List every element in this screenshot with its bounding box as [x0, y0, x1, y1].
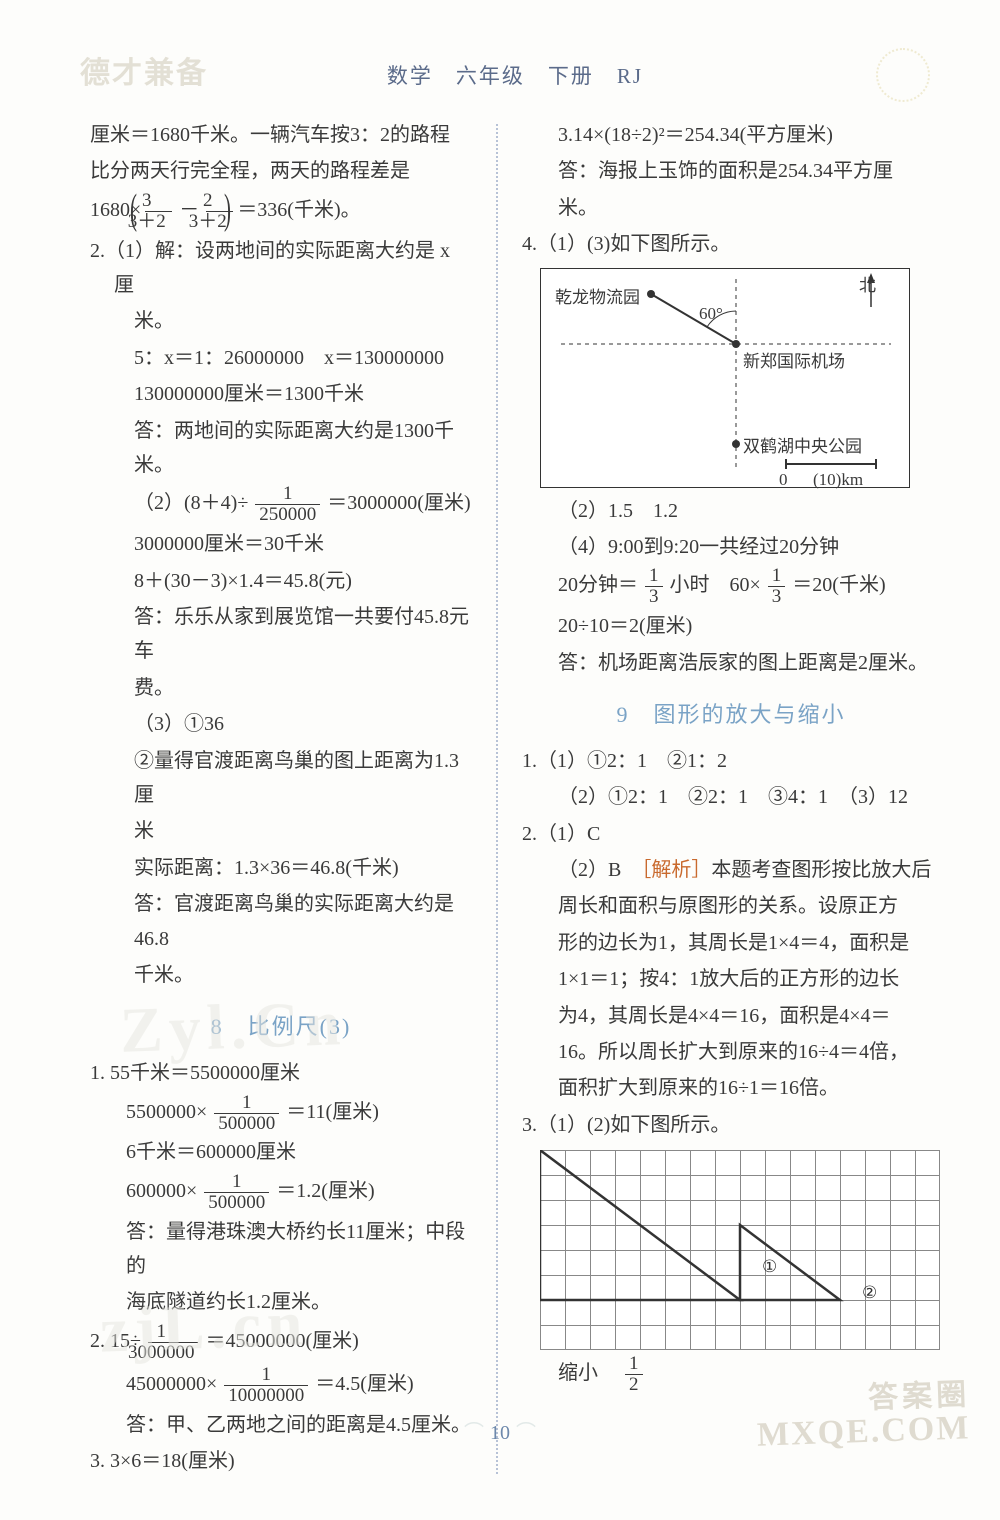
text: 答：机场距离浩辰家的图上距离是2厘米。	[522, 646, 940, 680]
section-title-9: 9 图形的放大与缩小	[522, 696, 940, 734]
text: 答：两地间的实际距离大约是1300千米。	[90, 414, 472, 483]
text: 形的边长为1，其周长是1×4＝4，面积是	[522, 926, 940, 960]
text: （4）9:00到9:20一共经过20分钟	[522, 530, 940, 564]
fraction: 13	[645, 566, 663, 607]
t: ＝20(千米)	[792, 574, 885, 596]
text: 实际距离：1.3×36＝46.8(千米)	[90, 851, 472, 885]
text: 2.（1）C	[522, 817, 940, 851]
text: （2）1.5 1.2	[522, 494, 940, 528]
t: ＝336(千米)。	[237, 199, 360, 221]
text: 比分两天行完全程，两天的路程差是	[90, 154, 472, 188]
scale-r: (10)km	[813, 465, 863, 494]
stamp-left: 德才兼备	[80, 48, 208, 92]
t: 小时 60×	[670, 574, 761, 596]
left-column: 厘米＝1680千米。一辆汽车按3：2的路程 比分两天行完全程，两天的路程差是 1…	[90, 118, 472, 1480]
text: 130000000厘米＝1300千米	[90, 377, 472, 411]
text: 米。	[522, 191, 940, 225]
text: 3.14×(18÷2)²＝254.34(平方厘米)	[522, 118, 940, 152]
text: （2）B ［解析］本题考查图形按比放大后	[522, 853, 940, 887]
text: 1.（1）①2：1 ②1：2	[522, 744, 940, 778]
equation: （2）(8＋4)÷ 1250000 ＝3000000(厘米)	[90, 484, 472, 525]
map-label: 双鹤湖中央公园	[743, 432, 862, 461]
t: 缩小	[558, 1362, 618, 1384]
equation: 2. 15÷ 13000000 ＝45000000(厘米)	[90, 1322, 472, 1363]
text: 1×1＝1；按4：1放大后的正方形的边长	[522, 962, 940, 996]
text: 厘米＝1680千米。一辆汽车按3：2的路程	[90, 118, 472, 152]
svg-text:②: ②	[862, 1283, 877, 1302]
equation: 5500000× 1500000 ＝11(厘米)	[90, 1093, 472, 1134]
right-column: 3.14×(18÷2)²＝254.34(平方厘米) 答：海报上玉饰的面积是254…	[522, 118, 940, 1480]
text: 答：量得港珠澳大桥约长11厘米；中段的	[90, 1215, 472, 1284]
t: （2）(8＋4)÷	[134, 492, 248, 514]
text: 5：x＝1：26000000 x＝130000000	[90, 341, 472, 375]
fraction: 1250000	[255, 484, 320, 525]
text: 20÷10＝2(厘米)	[522, 609, 940, 643]
text: 费。	[90, 671, 472, 705]
text: 面积扩大到原来的16÷1＝16倍。	[522, 1071, 940, 1105]
t: ＝4.5(厘米)	[315, 1373, 413, 1395]
text: （3）①36	[90, 707, 472, 741]
text: 周长和面积与原图形的关系。设原正方	[522, 889, 940, 923]
column-divider	[496, 124, 498, 1474]
text: 2.（1）解：设两地间的实际距离大约是 x 厘	[90, 234, 472, 303]
text: 答：海报上玉饰的面积是254.34平方厘	[522, 154, 940, 188]
text: 米。	[90, 304, 472, 338]
t: 本题考查图形按比放大后	[711, 859, 931, 881]
t: ＝3000000(厘米)	[327, 492, 470, 514]
text: 1. 55千米＝5500000厘米	[90, 1056, 472, 1090]
text: 为4，其周长是4×4＝16，面积是4×4＝	[522, 999, 940, 1033]
text: （2）①2：1 ②2：1 ③4：1 （3）12	[522, 780, 940, 814]
map-label: 乾龙物流园	[555, 283, 640, 312]
svg-text:①: ①	[762, 1257, 777, 1276]
fraction: 1500000	[214, 1093, 279, 1134]
t: ＝45000000(厘米)	[205, 1330, 358, 1352]
map-label: 新郑国际机场	[743, 347, 845, 376]
text: ②量得官渡距离鸟巢的图上距离为1.3厘	[90, 744, 472, 813]
fraction: 1500000	[204, 1172, 269, 1213]
text: 答：官渡距离鸟巢的实际距离大约是46.8	[90, 887, 472, 956]
text: 米	[90, 814, 472, 848]
text: 6千米＝600000厘米	[90, 1135, 472, 1169]
fraction: 13000000	[148, 1322, 199, 1363]
t: （2）B	[558, 859, 641, 881]
t: 600000×	[126, 1180, 197, 1202]
t: 20分钟＝	[558, 574, 638, 596]
equation: 20分钟＝ 13 小时 60× 13 ＝20(千米)	[522, 566, 940, 607]
map-angle: 60°	[699, 299, 723, 328]
page-number: 10	[0, 1416, 1000, 1445]
north-label: 北	[859, 271, 876, 300]
equation: 45000000× 110000000 ＝4.5(厘米)	[90, 1365, 472, 1406]
fraction: 33＋2	[145, 191, 172, 232]
stamp-right	[876, 48, 930, 102]
equation: 600000× 1500000 ＝1.2(厘米)	[90, 1172, 472, 1213]
equation: 1680× ( 33＋2 － 23＋2 ) ＝336(千米)。	[90, 191, 472, 232]
text: 8＋(30－3)×1.4＝45.8(元)	[90, 564, 472, 598]
t: ＝1.2(厘米)	[276, 1180, 374, 1202]
text: 3000000厘米＝30千米	[90, 527, 472, 561]
t: ＝11(厘米)	[286, 1101, 379, 1123]
map-diagram: 乾龙物流园 60° 新郑国际机场 双鹤湖中央公园 北 0 (10)km	[540, 268, 910, 488]
tag: ［解析］	[641, 859, 711, 881]
t: 45000000×	[126, 1373, 217, 1395]
text: 4.（1）(3)如下图所示。	[522, 227, 940, 261]
fraction: 110000000	[224, 1365, 308, 1406]
text: 千米。	[90, 958, 472, 992]
text: 16。所以周长扩大到原来的16÷4＝4倍，	[522, 1035, 940, 1069]
page-header: 数学 六年级 下册 RJ	[387, 60, 643, 90]
text: 缩小 12	[522, 1354, 940, 1395]
t: 5500000×	[126, 1101, 207, 1123]
section-title-8: 8 比例尺(3)	[90, 1008, 472, 1046]
text: 3. 3×6＝18(厘米)	[90, 1444, 472, 1478]
grid-diagram: ① ②	[540, 1150, 940, 1350]
text: 答：乐乐从家到展览馆一共要付45.8元车	[90, 600, 472, 669]
text: 3.（1）(2)如下图所示。	[522, 1108, 940, 1142]
fraction: 12	[625, 1354, 643, 1395]
scale-l: 0	[779, 465, 788, 494]
grid-svg: ① ②	[540, 1150, 940, 1350]
fraction: 13	[768, 566, 786, 607]
text: 海底隧道约长1.2厘米。	[90, 1285, 472, 1319]
